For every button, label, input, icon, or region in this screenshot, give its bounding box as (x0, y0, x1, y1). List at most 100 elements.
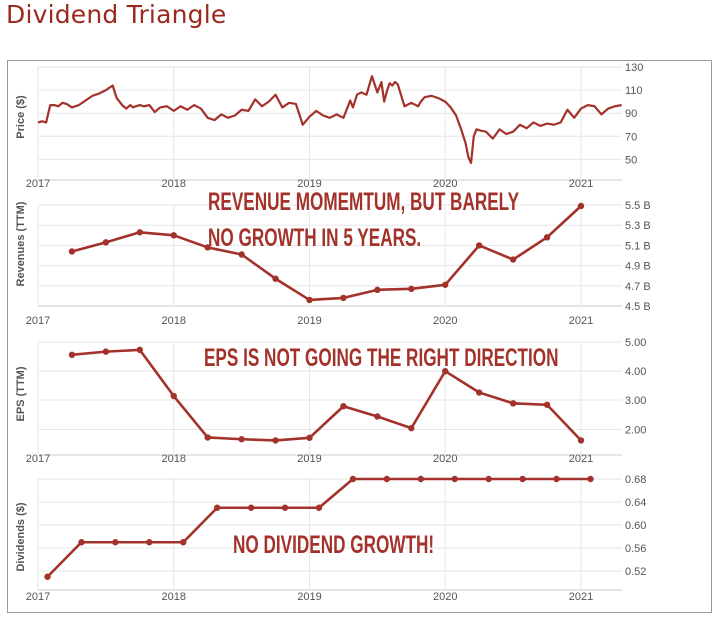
data-point (281, 504, 289, 511)
data-point (170, 232, 177, 239)
series-line (46, 477, 591, 578)
y-tick-label: 0.68 (625, 474, 646, 486)
y-tick-label: 0.64 (625, 497, 646, 509)
data-point (374, 413, 381, 420)
data-point (136, 346, 144, 354)
y-tick-label: 4.00 (625, 366, 646, 378)
page-title: Dividend Triangle (6, 0, 227, 29)
x-tick-label: 2019 (297, 453, 321, 465)
y-tick-label: 90 (625, 108, 637, 120)
data-point (272, 437, 279, 444)
data-point (68, 351, 76, 359)
data-point (238, 251, 245, 258)
data-point (146, 539, 153, 546)
x-tick-label: 2019 (297, 178, 321, 190)
x-tick-label: 2021 (569, 591, 593, 603)
data-point (417, 475, 425, 483)
y-tick-label: 70 (625, 131, 637, 143)
data-point (485, 475, 492, 483)
series-line (37, 75, 622, 164)
y-tick-label: 2.00 (625, 425, 646, 437)
y-tick-label: 4.9 B (625, 261, 651, 273)
y-tick-label: 4.5 B (625, 301, 651, 313)
x-tick-label: 2020 (433, 178, 457, 190)
data-point (136, 229, 144, 236)
data-point (442, 281, 449, 288)
data-point (238, 436, 245, 443)
data-point (408, 285, 415, 293)
data-point (102, 348, 110, 355)
x-tick-label: 2018 (162, 453, 186, 465)
y-tick-label: 0.52 (625, 566, 646, 578)
x-tick-label: 2018 (162, 178, 186, 190)
series-line (71, 205, 582, 302)
series-line (71, 348, 582, 442)
x-tick-label: 2017 (26, 591, 50, 603)
x-tick-label: 2017 (26, 315, 50, 327)
annotation-text: REVENUE MOMEMTUM, BUT BARELY (208, 187, 519, 216)
chart-frame (7, 60, 712, 613)
y-tick-label: 130 (625, 62, 643, 74)
y-tick-label: 0.56 (625, 543, 646, 555)
data-point (475, 389, 483, 396)
data-point (306, 434, 313, 441)
x-tick-label: 2017 (26, 178, 50, 190)
y-axis-label: Price ($) (15, 95, 27, 139)
data-point (213, 504, 221, 511)
data-point (553, 475, 560, 483)
data-point (247, 504, 255, 511)
y-tick-label: 5.5 B (625, 200, 651, 212)
y-axis-label: Revenues (TTM) (15, 201, 27, 286)
x-tick-label: 2020 (433, 591, 457, 603)
x-tick-label: 2020 (433, 315, 457, 327)
y-axis-label: EPS (TTM) (15, 366, 27, 421)
data-point (577, 202, 585, 210)
x-tick-label: 2019 (297, 315, 321, 327)
x-tick-label: 2021 (569, 315, 593, 327)
y-tick-label: 0.60 (625, 520, 646, 532)
data-point (349, 475, 357, 483)
data-point (543, 234, 551, 241)
data-point (442, 368, 449, 375)
data-point (519, 475, 526, 483)
data-point (272, 275, 279, 282)
data-point (204, 244, 211, 251)
y-tick-label: 4.7 B (625, 281, 651, 293)
x-tick-label: 2020 (433, 453, 457, 465)
x-tick-label: 2018 (162, 315, 186, 327)
y-tick-label: 5.00 (625, 337, 646, 349)
data-point (170, 392, 177, 400)
y-tick-label: 50 (625, 154, 637, 166)
data-point (543, 401, 551, 408)
data-point (509, 400, 517, 407)
x-tick-label: 2018 (162, 591, 186, 603)
data-point (102, 239, 110, 246)
data-point (383, 475, 391, 483)
data-point (475, 242, 483, 249)
data-point (451, 475, 458, 483)
data-point (577, 437, 585, 444)
y-tick-label: 5.1 B (625, 240, 651, 252)
data-point (112, 539, 119, 546)
x-tick-label: 2017 (26, 453, 50, 465)
x-tick-label: 2021 (569, 178, 593, 190)
data-point (78, 539, 85, 546)
data-point (315, 504, 323, 511)
data-point (340, 294, 347, 302)
annotation-text: NO GROWTH IN 5 YEARS. (208, 223, 421, 252)
data-point (204, 434, 211, 441)
data-point (587, 475, 594, 483)
y-axis-label: Dividends ($) (15, 502, 27, 571)
data-point (68, 248, 76, 255)
data-point (408, 424, 415, 432)
x-tick-label: 2021 (569, 453, 593, 465)
data-point (340, 403, 347, 410)
x-tick-label: 2019 (297, 591, 321, 603)
annotation-text: EPS IS NOT GOING THE RIGHT DIRECTION (204, 343, 559, 372)
y-tick-label: 3.00 (625, 395, 646, 407)
data-point (180, 539, 187, 546)
data-point (306, 296, 313, 304)
y-tick-label: 110 (625, 85, 643, 97)
data-point (374, 286, 381, 294)
